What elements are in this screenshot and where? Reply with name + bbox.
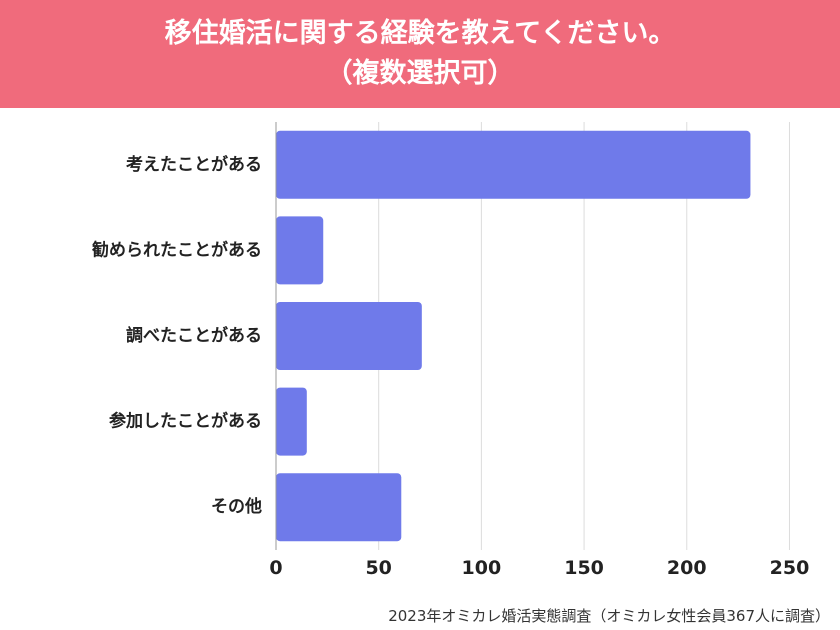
chart-title-line2: （複数選択可） [325, 58, 515, 89]
chart-title-banner: 移住婚活に関する経験を教えてください。 （複数選択可） [0, 0, 840, 108]
chart-title-line1: 移住婚活に関する経験を教えてください。 [164, 18, 676, 49]
bar [276, 387, 307, 456]
category-label: 参加したことがある [109, 411, 262, 432]
bar [276, 473, 402, 542]
x-tick-label: 0 [269, 557, 282, 579]
bar [276, 302, 422, 370]
x-tick-label: 150 [564, 557, 604, 579]
x-tick-label: 50 [365, 557, 391, 579]
category-label: 考えたことがある [125, 154, 262, 175]
bar [276, 130, 751, 199]
source-note: 2023年オミカレ婚活実態調査（オミカレ女性会員367人に調査） [388, 607, 830, 625]
category-label: 調べたことがある [126, 325, 262, 346]
x-tick-label: 250 [770, 557, 810, 579]
x-tick-label: 200 [667, 557, 707, 579]
category-label: 勧められたことがある [92, 239, 262, 260]
category-label: その他 [211, 496, 262, 517]
bar [276, 216, 324, 285]
x-tick-label: 100 [462, 557, 502, 579]
